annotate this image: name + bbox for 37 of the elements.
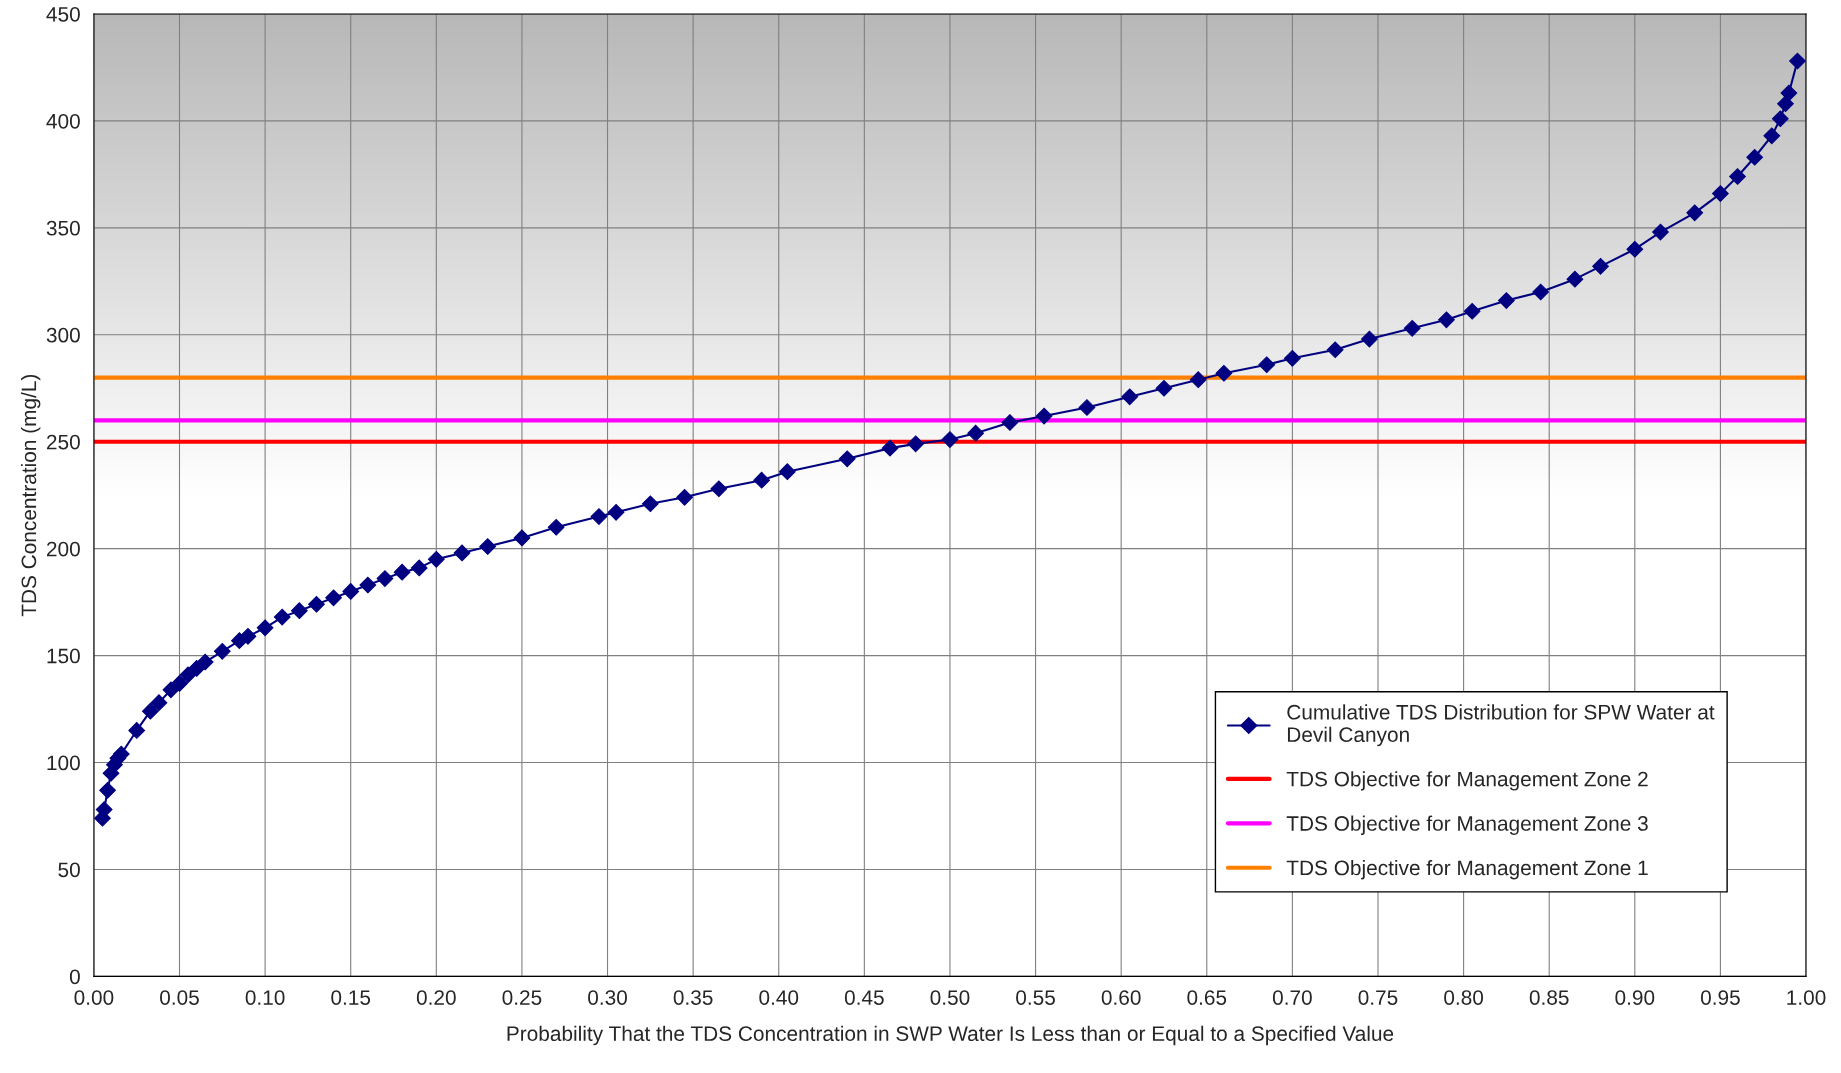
x-tick-label: 0.75 <box>1358 990 1398 1005</box>
y-tick-label: 450 <box>46 6 80 22</box>
y-tick-label: 250 <box>46 434 80 450</box>
x-tick-label: 0.25 <box>502 990 542 1005</box>
x-tick-label: 0.90 <box>1615 990 1655 1005</box>
x-tick-label: 0.30 <box>588 990 627 1005</box>
x-tick-label: 0.80 <box>1444 990 1484 1005</box>
x-tick-label: 0.40 <box>759 990 799 1005</box>
x-tick-label: 0.55 <box>1016 990 1055 1005</box>
y-tick-label: 350 <box>46 220 80 236</box>
y-tick-label: 300 <box>46 327 80 343</box>
x-tick-label: 0.00 <box>74 990 114 1005</box>
y-tick-label: 0 <box>69 969 80 985</box>
x-tick-label: 0.35 <box>673 990 713 1005</box>
legend-label: TDS Objective for Management Zone 2 <box>1286 771 1648 791</box>
x-tick-label: 0.65 <box>1187 990 1227 1005</box>
legend-label: Cumulative TDS Distribution for SPW Water at Devil Canyon <box>1287 704 1715 747</box>
x-tick-label: 0.85 <box>1529 990 1569 1005</box>
y-tick-label: 50 <box>58 862 80 878</box>
x-tick-label: 0.60 <box>1101 990 1141 1005</box>
x-tick-label: 0.95 <box>1700 990 1740 1005</box>
x-tick-label: 0.05 <box>160 990 199 1005</box>
x-tick-label: 0.50 <box>930 990 970 1005</box>
x-tick-label: 0.45 <box>844 990 884 1005</box>
x-tick-label: 0.10 <box>245 990 285 1005</box>
x-tick-label: 0.15 <box>331 990 371 1005</box>
y-tick-label: 100 <box>47 755 80 771</box>
x-tick-label: 1.00 <box>1787 990 1826 1005</box>
x-axis-title: Probability That the TDS Concentration in SWP Water Is Less than or Equal to a Specified Value <box>507 1025 1394 1046</box>
y-tick-label: 400 <box>46 113 80 129</box>
y-tick-label: 150 <box>47 648 80 664</box>
y-axis-title: TDS Concentration (mg/L) <box>20 374 41 617</box>
y-tick-label: 200 <box>46 541 80 557</box>
legend-label: TDS Objective for Management Zone 1 <box>1286 859 1648 880</box>
legend-label: TDS Objective for Management Zone 3 <box>1286 815 1648 835</box>
x-tick-label: 0.70 <box>1272 990 1312 1005</box>
x-tick-label: 0.20 <box>416 990 456 1005</box>
